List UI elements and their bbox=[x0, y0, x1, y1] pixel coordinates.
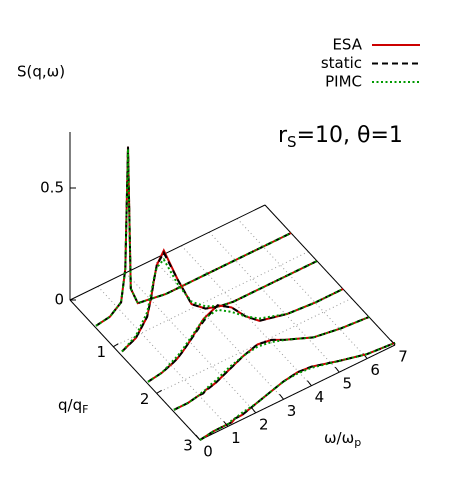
x-tick-label: 1 bbox=[231, 429, 241, 447]
curve bbox=[95, 148, 292, 327]
y-axis-label: q/qF bbox=[58, 396, 88, 417]
annotation-main: r bbox=[278, 123, 288, 148]
annotation-sub: S bbox=[287, 133, 297, 151]
x-label-main: ω/ω bbox=[324, 429, 354, 447]
y-tick-label: 1 bbox=[97, 343, 107, 361]
x-tick-label: 4 bbox=[315, 388, 325, 406]
x-tick-label: 5 bbox=[343, 375, 353, 393]
y-tick-label: 3 bbox=[183, 437, 193, 455]
axis-line bbox=[199, 344, 396, 441]
z-axis-label: S(q,ω) bbox=[17, 63, 65, 81]
x-tick bbox=[195, 434, 201, 441]
curve bbox=[121, 250, 318, 353]
curve bbox=[95, 146, 292, 327]
z-tick-label: 0 bbox=[54, 291, 64, 309]
legend-label: PIMC bbox=[325, 73, 362, 91]
x-axis-label: ω/ωp bbox=[324, 429, 361, 450]
z-tick-label: 0.5 bbox=[40, 179, 64, 197]
y-label-sub: F bbox=[82, 403, 88, 416]
y-label-main: q/q bbox=[58, 396, 82, 414]
curve bbox=[199, 341, 396, 441]
x-tick-label: 3 bbox=[287, 402, 297, 420]
grid-line bbox=[208, 231, 340, 373]
axis-line bbox=[69, 299, 201, 441]
legend-label: static bbox=[321, 54, 362, 72]
curve bbox=[147, 288, 344, 383]
x-tick bbox=[334, 366, 340, 373]
curve bbox=[121, 248, 318, 353]
x-tick bbox=[307, 380, 312, 387]
y-tick bbox=[156, 389, 162, 394]
x-label-sub: p bbox=[354, 436, 361, 449]
annotation-rest: =10, θ=1 bbox=[297, 123, 403, 148]
x-tick bbox=[390, 339, 396, 346]
x-tick-label: 2 bbox=[259, 415, 269, 433]
x-tick bbox=[251, 407, 257, 414]
curve bbox=[173, 316, 370, 411]
axis-line bbox=[264, 204, 396, 346]
x-tick bbox=[279, 393, 284, 400]
legend-label: ESA bbox=[332, 36, 362, 54]
curve bbox=[147, 288, 344, 383]
grid-line bbox=[156, 297, 352, 394]
annotation: rS=10, θ=1 bbox=[278, 123, 403, 151]
x-tick-label: 7 bbox=[398, 348, 408, 366]
curve bbox=[121, 257, 318, 353]
x-tick-label: 0 bbox=[203, 443, 213, 461]
curve bbox=[173, 316, 370, 411]
axis-line bbox=[69, 204, 266, 301]
y-tick bbox=[113, 343, 119, 348]
curve bbox=[173, 316, 370, 411]
grid-line bbox=[113, 251, 309, 348]
y-tick-label: 2 bbox=[140, 390, 150, 408]
x-tick-label: 6 bbox=[370, 361, 380, 379]
